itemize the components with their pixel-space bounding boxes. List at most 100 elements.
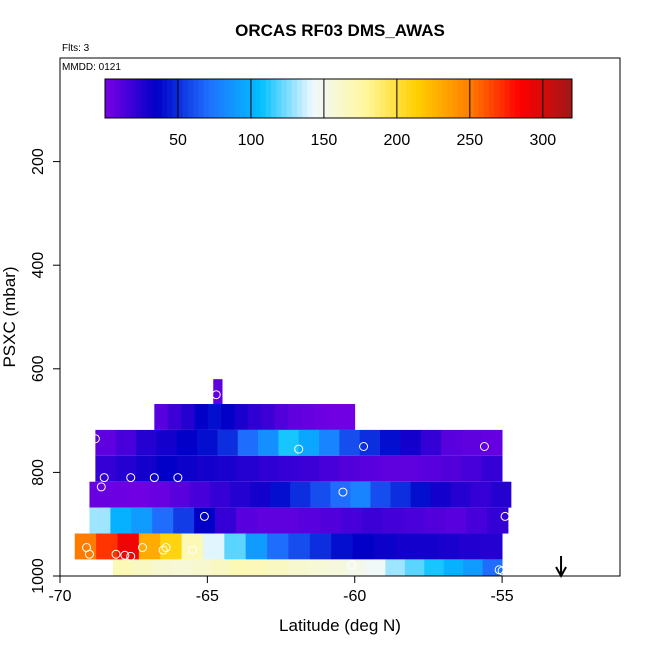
- colorbar-swatch: [437, 79, 443, 118]
- colorbar-swatch: [566, 79, 573, 118]
- heatmap-cell: [340, 507, 362, 534]
- colorbar-swatch: [130, 79, 137, 118]
- colorbar-tick-label: 50: [169, 132, 187, 149]
- colorbar-swatch: [556, 79, 563, 118]
- colorbar-swatch: [172, 79, 179, 118]
- heatmap-cell: [274, 404, 289, 430]
- sample-point: [338, 487, 348, 497]
- colorbar-swatch: [182, 79, 189, 118]
- colorbar-swatch: [281, 79, 288, 118]
- flights-note: Flts: 3: [62, 43, 90, 54]
- heatmap-cell: [400, 455, 422, 482]
- heatmap-cell: [96, 533, 118, 560]
- colorbar-swatch: [151, 79, 158, 118]
- plot-area: [59, 57, 621, 577]
- heatmap-cell: [365, 559, 386, 576]
- heatmap-cell: [215, 507, 237, 534]
- heatmap-cell: [438, 533, 460, 560]
- heatmap-cell: [359, 455, 381, 482]
- sample-point: [90, 434, 100, 444]
- heatmap-cell: [261, 404, 275, 430]
- heatmap-cell: [278, 429, 300, 456]
- colorbar-swatch: [395, 79, 402, 118]
- colorbar-swatch: [473, 79, 480, 118]
- colorbar-swatch: [234, 79, 241, 118]
- heatmap-cell: [110, 507, 132, 534]
- arrow-head: [555, 566, 567, 579]
- colorbar-swatch: [354, 79, 360, 118]
- colorbar-swatch: [400, 79, 407, 118]
- colorbar-swatch: [343, 79, 350, 118]
- heatmap-cell: [327, 559, 347, 576]
- heatmap-cell: [176, 455, 198, 482]
- heatmap-cells: [74, 379, 512, 576]
- heatmap-cell: [328, 404, 342, 430]
- colorbar-swatch: [291, 79, 298, 118]
- colorbar-swatch: [426, 79, 433, 118]
- heatmap-cell: [207, 404, 222, 430]
- colorbar-swatch: [514, 79, 521, 118]
- colorbar-swatch: [167, 79, 173, 118]
- heatmap-cell: [268, 559, 289, 576]
- heatmap-cell: [138, 533, 161, 560]
- colorbar-tick-label: 200: [384, 132, 411, 149]
- heatmap-cell: [171, 559, 192, 576]
- heatmap-cell: [95, 429, 117, 456]
- colorbar-swatch: [468, 79, 474, 118]
- heatmap-cell: [400, 429, 422, 456]
- colorbar-swatch: [530, 79, 537, 118]
- heatmap-cell: [339, 455, 361, 482]
- heatmap-cell: [250, 481, 271, 508]
- heatmap-cell: [445, 507, 467, 534]
- colorbar-swatch: [125, 79, 132, 118]
- heatmap-cell: [115, 455, 137, 482]
- heatmap-cell: [235, 507, 258, 534]
- heatmap-cell: [404, 559, 425, 576]
- heatmap-cell: [237, 455, 259, 482]
- heatmap-cell: [229, 559, 250, 576]
- sample-point: [500, 511, 510, 521]
- date-note: MMDD: 0121: [62, 62, 121, 73]
- heatmap-cell: [213, 379, 223, 405]
- colorbar-swatch: [348, 79, 355, 118]
- colorbar-swatch: [213, 79, 220, 118]
- heatmap-cell: [481, 455, 503, 482]
- heatmap-cell: [89, 481, 110, 508]
- heatmap-cell: [443, 559, 464, 576]
- heatmap-cell: [95, 455, 117, 482]
- colorbar-swatch: [208, 79, 215, 118]
- colorbar-tick-label: 300: [529, 132, 556, 149]
- heatmap-cell: [382, 507, 404, 534]
- colorbar-swatch: [546, 79, 552, 118]
- heatmap-cell: [461, 429, 483, 456]
- heatmap-cell: [131, 507, 153, 534]
- x-tick-label: -55: [491, 588, 514, 605]
- heatmap-cell: [109, 481, 131, 508]
- heatmap-cell: [217, 455, 239, 482]
- colorbar-swatch: [245, 79, 251, 118]
- heatmap-cell: [480, 533, 503, 560]
- heatmap-cell: [380, 429, 401, 456]
- heatmap-cell: [441, 455, 462, 482]
- colorbar-swatch: [260, 79, 267, 118]
- colorbar-swatch: [385, 79, 391, 118]
- sample-point: [347, 560, 357, 570]
- heatmap-cell: [403, 507, 425, 534]
- sample-point: [359, 442, 369, 451]
- sample-point: [120, 550, 130, 560]
- heatmap-cell: [173, 507, 195, 534]
- heatmap-cell: [245, 533, 268, 560]
- colorbar-swatch: [488, 79, 495, 118]
- heatmap-cell: [309, 533, 332, 560]
- heatmap-cell: [209, 481, 231, 508]
- heatmap-cell: [346, 559, 367, 576]
- colorbar-swatch: [224, 79, 231, 118]
- heatmap-cell: [129, 481, 151, 508]
- colorbar-swatch: [416, 79, 423, 118]
- sample-point: [126, 473, 136, 483]
- y-axis-label: PSXC (mbar): [0, 266, 19, 367]
- heatmap-cell: [277, 507, 300, 534]
- y-tick-label: 800: [30, 459, 47, 486]
- heatmap-cell: [395, 533, 418, 560]
- colorbar-swatch: [307, 79, 314, 118]
